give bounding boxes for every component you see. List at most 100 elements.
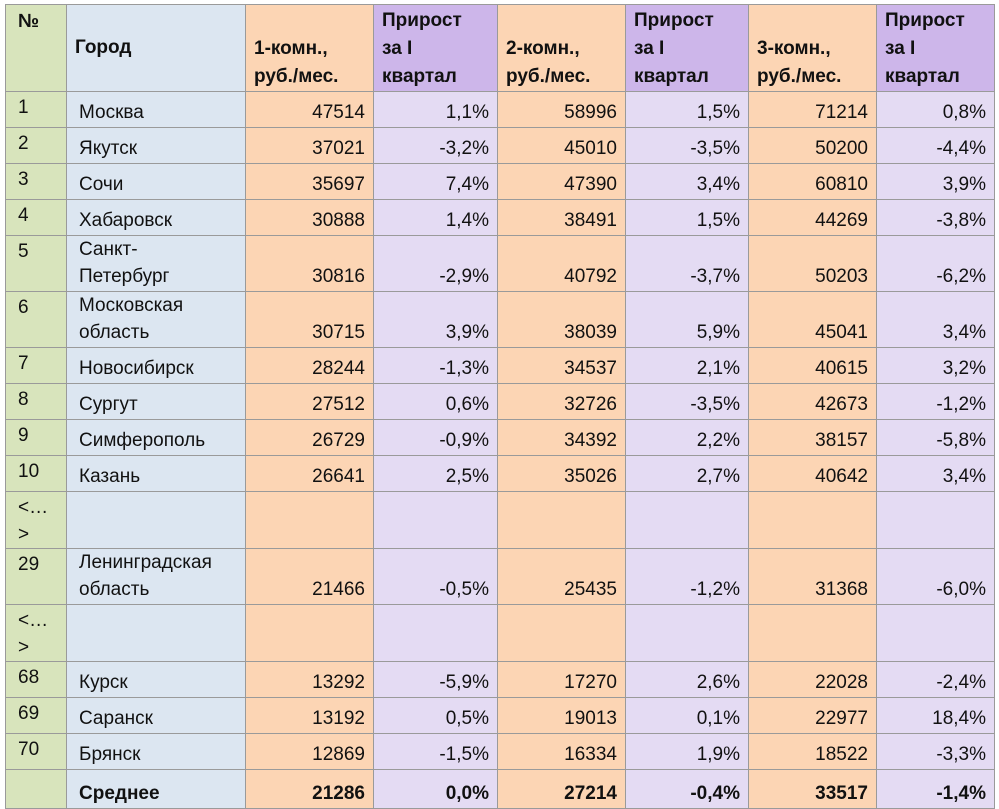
rent-2room-cell <box>497 491 626 549</box>
rent-1room-cell: 26641 <box>245 455 374 492</box>
growth-1room-cell <box>373 491 498 549</box>
city-name <box>66 491 246 549</box>
rent-1room-cell: 21466 <box>245 548 374 605</box>
city-name: Новосибирск <box>66 347 246 384</box>
average-growth-1room: 0,0% <box>373 769 498 809</box>
header-num: № <box>5 4 67 92</box>
rent-2room-cell: 19013 <box>497 697 626 734</box>
city-name: Санкт- Петербург <box>66 235 246 292</box>
table-row: 6 Московская область 30715 3,9% 38039 5,9% 4504… <box>5 291 995 348</box>
growth-3room-cell: -3,3% <box>876 733 995 770</box>
rent-3room-cell: 44269 <box>748 199 877 236</box>
header-city: Город <box>66 4 246 92</box>
rent-3room-cell: 60810 <box>748 163 877 200</box>
rent-2room-cell: 38039 <box>497 291 626 348</box>
rent-2room-cell: 45010 <box>497 127 626 164</box>
row-number: 6 <box>5 291 67 348</box>
growth-1room-cell: 1,1% <box>373 91 498 128</box>
growth-1room-cell: 0,6% <box>373 383 498 420</box>
growth-1room-cell: 7,4% <box>373 163 498 200</box>
city-name: Казань <box>66 455 246 492</box>
growth-2room-cell: 3,4% <box>625 163 749 200</box>
city-name-line: Курск <box>79 672 128 693</box>
city-name-line: Москва <box>79 102 144 123</box>
growth-3room-cell: -2,4% <box>876 661 995 698</box>
row-number: 9 <box>5 419 67 456</box>
rent-2room-cell: 34537 <box>497 347 626 384</box>
row-number: <…> <box>5 491 67 549</box>
average-row: Среднее 21286 0,0% 27214 -0,4% 33517 -1,… <box>5 769 995 809</box>
growth-3room-cell: -6,2% <box>876 235 995 292</box>
row-number: 4 <box>5 199 67 236</box>
row-number: 3 <box>5 163 67 200</box>
header-rent-1room: 1-комн., руб./мес. <box>245 4 374 92</box>
rent-1room-cell: 30816 <box>245 235 374 292</box>
average-label: Среднее <box>66 769 246 809</box>
growth-3room-cell: 18,4% <box>876 697 995 734</box>
city-name: Сургут <box>66 383 246 420</box>
rent-1room-cell <box>245 604 374 662</box>
rent-1room-cell <box>245 491 374 549</box>
growth-3room-cell: 3,4% <box>876 455 995 492</box>
city-name-line: Симферополь <box>79 430 206 451</box>
city-name-line: Хабаровск <box>79 210 173 231</box>
rent-3room-cell <box>748 491 877 549</box>
average-rent-3room: 33517 <box>748 769 877 809</box>
rent-2room-cell: 25435 <box>497 548 626 605</box>
growth-1room-cell: 0,5% <box>373 697 498 734</box>
growth-1room-cell: -0,9% <box>373 419 498 456</box>
rent-3room-cell: 31368 <box>748 548 877 605</box>
table-row: 70 Брянск 12869 -1,5% 16334 1,9% 18522 -3,3% <box>5 733 995 770</box>
table-row: 5 Санкт- Петербург 30816 -2,9% 40792 -3,7% 5020… <box>5 235 995 292</box>
table-row: 9 Симферополь 26729 -0,9% 34392 2,2% 38157 -5,8… <box>5 419 995 456</box>
growth-2room-cell: 1,5% <box>625 91 749 128</box>
header-rent-3room: 3-комн., руб./мес. <box>748 4 877 92</box>
growth-2room-cell <box>625 604 749 662</box>
rent-1room-cell: 12869 <box>245 733 374 770</box>
rent-2room-cell: 38491 <box>497 199 626 236</box>
growth-1room-cell: -5,9% <box>373 661 498 698</box>
rent-3room-cell <box>748 604 877 662</box>
city-name-line: область <box>79 579 150 600</box>
rent-1room-cell: 13292 <box>245 661 374 698</box>
row-number: 69 <box>5 697 67 734</box>
rent-2room-cell: 35026 <box>497 455 626 492</box>
city-name: Сочи <box>66 163 246 200</box>
header-rent-2room: 2-комн., руб./мес. <box>497 4 626 92</box>
rent-1room-cell: 27512 <box>245 383 374 420</box>
rent-1room-cell: 35697 <box>245 163 374 200</box>
growth-1room-cell: -3,2% <box>373 127 498 164</box>
rent-3room-cell: 40615 <box>748 347 877 384</box>
average-num-cell <box>5 769 67 809</box>
city-name-line: область <box>79 322 150 343</box>
row-number: 1 <box>5 91 67 128</box>
growth-2room-cell: 2,7% <box>625 455 749 492</box>
growth-3room-cell: -4,4% <box>876 127 995 164</box>
table-row: 7 Новосибирск 28244 -1,3% 34537 2,1% 40615 3,2% <box>5 347 995 384</box>
growth-1room-cell <box>373 604 498 662</box>
city-name: Хабаровск <box>66 199 246 236</box>
city-name: Симферополь <box>66 419 246 456</box>
rent-3room-cell: 45041 <box>748 291 877 348</box>
rent-1room-cell: 30888 <box>245 199 374 236</box>
city-name-line: Петербург <box>79 266 170 287</box>
city-name: Саранск <box>66 697 246 734</box>
rent-2room-cell <box>497 604 626 662</box>
rent-1room-cell: 28244 <box>245 347 374 384</box>
city-name: Москва <box>66 91 246 128</box>
row-number: 10 <box>5 455 67 492</box>
table-row: 69 Саранск 13192 0,5% 19013 0,1% 22977 18,4% <box>5 697 995 734</box>
growth-3room-cell: 3,4% <box>876 291 995 348</box>
city-name: Якутск <box>66 127 246 164</box>
rent-2room-cell: 32726 <box>497 383 626 420</box>
rent-2room-cell: 34392 <box>497 419 626 456</box>
rent-2room-cell: 16334 <box>497 733 626 770</box>
city-name-line: Сургут <box>79 394 138 415</box>
row-number: 29 <box>5 548 67 605</box>
city-name: Курск <box>66 661 246 698</box>
rent-3room-cell: 38157 <box>748 419 877 456</box>
growth-2room-cell: 2,6% <box>625 661 749 698</box>
